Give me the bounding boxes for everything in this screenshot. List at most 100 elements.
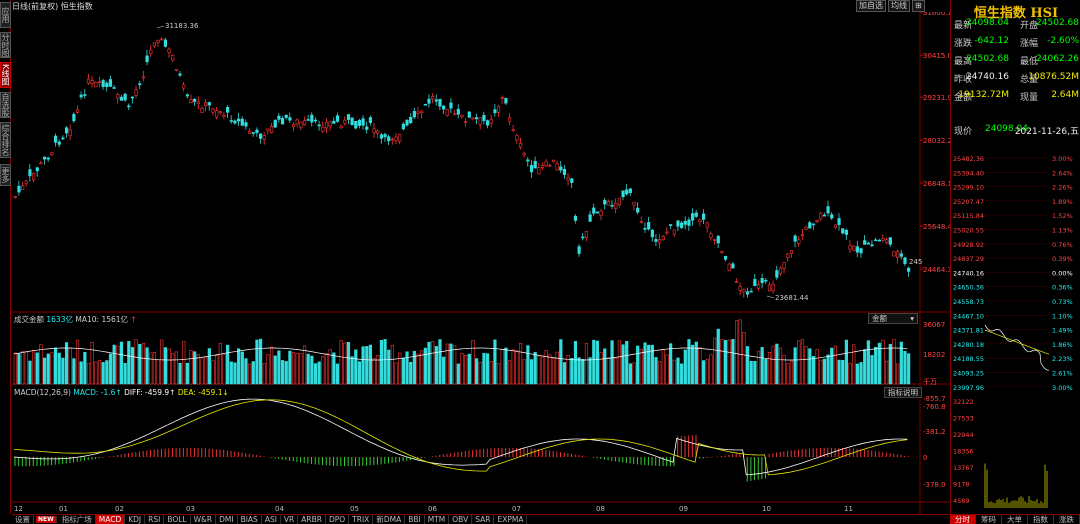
- tab-watchlist[interactable]: 自选股: [0, 92, 11, 118]
- volume-bar: [86, 363, 91, 385]
- tab-boll[interactable]: BOLL: [164, 515, 191, 524]
- volume-bar: [533, 351, 537, 385]
- candle-body: [354, 120, 358, 129]
- volume-bar: [112, 344, 116, 385]
- tab-[interactable]: 指标广场: [59, 515, 96, 524]
- volume-indicator-select[interactable]: 金额 ▾: [868, 313, 918, 324]
- tab-kline[interactable]: K线图: [0, 62, 11, 88]
- volume-bar: [434, 346, 438, 385]
- month-label: 10: [762, 505, 771, 513]
- candle-body: [24, 180, 28, 184]
- volume-bar: [390, 344, 395, 385]
- candle-body: [50, 152, 54, 156]
- tab-apps[interactable]: 应用: [0, 2, 11, 28]
- volume-bar: [786, 363, 790, 385]
- tab-expma[interactable]: EXPMA: [494, 515, 528, 524]
- layout-icon[interactable]: ⊞: [912, 0, 925, 12]
- candle-body: [288, 117, 292, 121]
- volume-bar: [727, 339, 731, 385]
- volume-bar: [149, 352, 153, 385]
- candle-body: [562, 168, 567, 175]
- candle-body: [412, 111, 416, 118]
- tab-new[interactable]: NEW: [36, 516, 57, 523]
- intraday-price-label: 25482.36: [953, 155, 984, 163]
- candle-body: [273, 120, 277, 128]
- candle-body: [529, 165, 534, 173]
- candle-body: [537, 167, 541, 175]
- tab-dmi[interactable]: DMI: [216, 515, 238, 524]
- tab-dma[interactable]: 新DMA: [373, 515, 406, 524]
- volume-bar: [709, 354, 713, 385]
- volume-bar: [797, 340, 801, 385]
- now-price: 24098.04: [985, 124, 1028, 134]
- kline-chart-area[interactable]: 31600.13 30415.03 29231.93 28032.24 26848.14…: [12, 12, 950, 514]
- candle-body: [226, 106, 230, 113]
- volume-bar: [398, 352, 402, 385]
- volume-bar: [449, 343, 453, 385]
- candle-body: [277, 115, 281, 120]
- volume-ma-label: MA10:: [75, 315, 100, 324]
- volume-bar: [691, 344, 695, 385]
- candle-body: [401, 123, 405, 130]
- volume-bar: [346, 341, 351, 385]
- add-watchlist-button[interactable]: 加自选: [856, 0, 886, 12]
- tab-[interactable]: 设置: [12, 515, 34, 524]
- volume-bar: [266, 354, 270, 385]
- tab-more[interactable]: 更多: [0, 164, 11, 186]
- candle-body: [496, 105, 501, 113]
- tab-kdj[interactable]: KDJ: [125, 515, 146, 524]
- tab-bias[interactable]: BIAS: [238, 515, 262, 524]
- tab-wr[interactable]: W&R: [191, 515, 217, 524]
- tab-vr[interactable]: VR: [281, 515, 299, 524]
- volume-bar: [90, 341, 94, 385]
- right-tab[interactable]: 涨跌: [1054, 515, 1080, 524]
- candle-body: [453, 113, 457, 116]
- candle-body: [837, 218, 841, 225]
- tab-intraday[interactable]: 分时图: [0, 32, 11, 58]
- intraday-pct-label: 0.39%: [1052, 255, 1073, 263]
- volume-bar: [460, 352, 464, 385]
- intraday-avg-line: [984, 329, 1050, 355]
- tab-bbi[interactable]: BBI: [405, 515, 425, 524]
- tab-rsi[interactable]: RSI: [145, 515, 165, 524]
- volume-bar: [171, 353, 175, 385]
- indicator-help-button[interactable]: 指标说明: [884, 387, 922, 398]
- candle-body: [778, 267, 783, 274]
- month-label: 12: [14, 505, 23, 513]
- intraday-pct-label: 0.36%: [1052, 284, 1073, 292]
- tab-ranking[interactable]: 综合排名: [0, 122, 11, 158]
- candle-body: [350, 117, 354, 126]
- candle-body: [174, 69, 178, 71]
- tab-obv[interactable]: OBV: [449, 515, 473, 524]
- volume-bar: [387, 349, 391, 385]
- tab-dpo[interactable]: DPO: [326, 515, 350, 524]
- volume-bar: [566, 354, 570, 385]
- candle-body: [753, 279, 757, 286]
- tab-trix[interactable]: TRIX: [349, 515, 374, 524]
- volume-bar: [507, 360, 512, 385]
- volume-bar: [226, 344, 230, 385]
- candle-body: [643, 228, 647, 230]
- ma-button[interactable]: 均线: [888, 0, 910, 12]
- volume-bar: [478, 361, 482, 385]
- tab-macd[interactable]: MACD: [95, 515, 126, 524]
- right-tab[interactable]: 大单: [1002, 515, 1028, 524]
- candle-body: [193, 99, 197, 102]
- chart-grid: [12, 12, 950, 514]
- right-tab[interactable]: 指数: [1028, 515, 1054, 524]
- right-tab[interactable]: 分时: [950, 515, 976, 524]
- tab-mtm[interactable]: MTM: [425, 515, 450, 524]
- right-tab[interactable]: 筹码: [976, 515, 1002, 524]
- volume-bar: [299, 353, 303, 385]
- intraday-price-label: 25394.40: [953, 169, 984, 177]
- tab-sar[interactable]: SAR: [472, 515, 495, 524]
- volume-bar: [204, 356, 208, 385]
- tab-asi[interactable]: ASI: [262, 515, 281, 524]
- candle-body: [669, 224, 673, 226]
- quote-label: 现量: [1020, 93, 1039, 103]
- candle-body: [237, 118, 241, 122]
- candle-body: [339, 125, 343, 128]
- candle-body: [68, 129, 72, 137]
- intraday-chart[interactable]: 25482.36 3.00% 25394.40 2.64% 25299.10 2.26% 2…: [951, 150, 1080, 514]
- tab-arbr[interactable]: ARBR: [298, 515, 326, 524]
